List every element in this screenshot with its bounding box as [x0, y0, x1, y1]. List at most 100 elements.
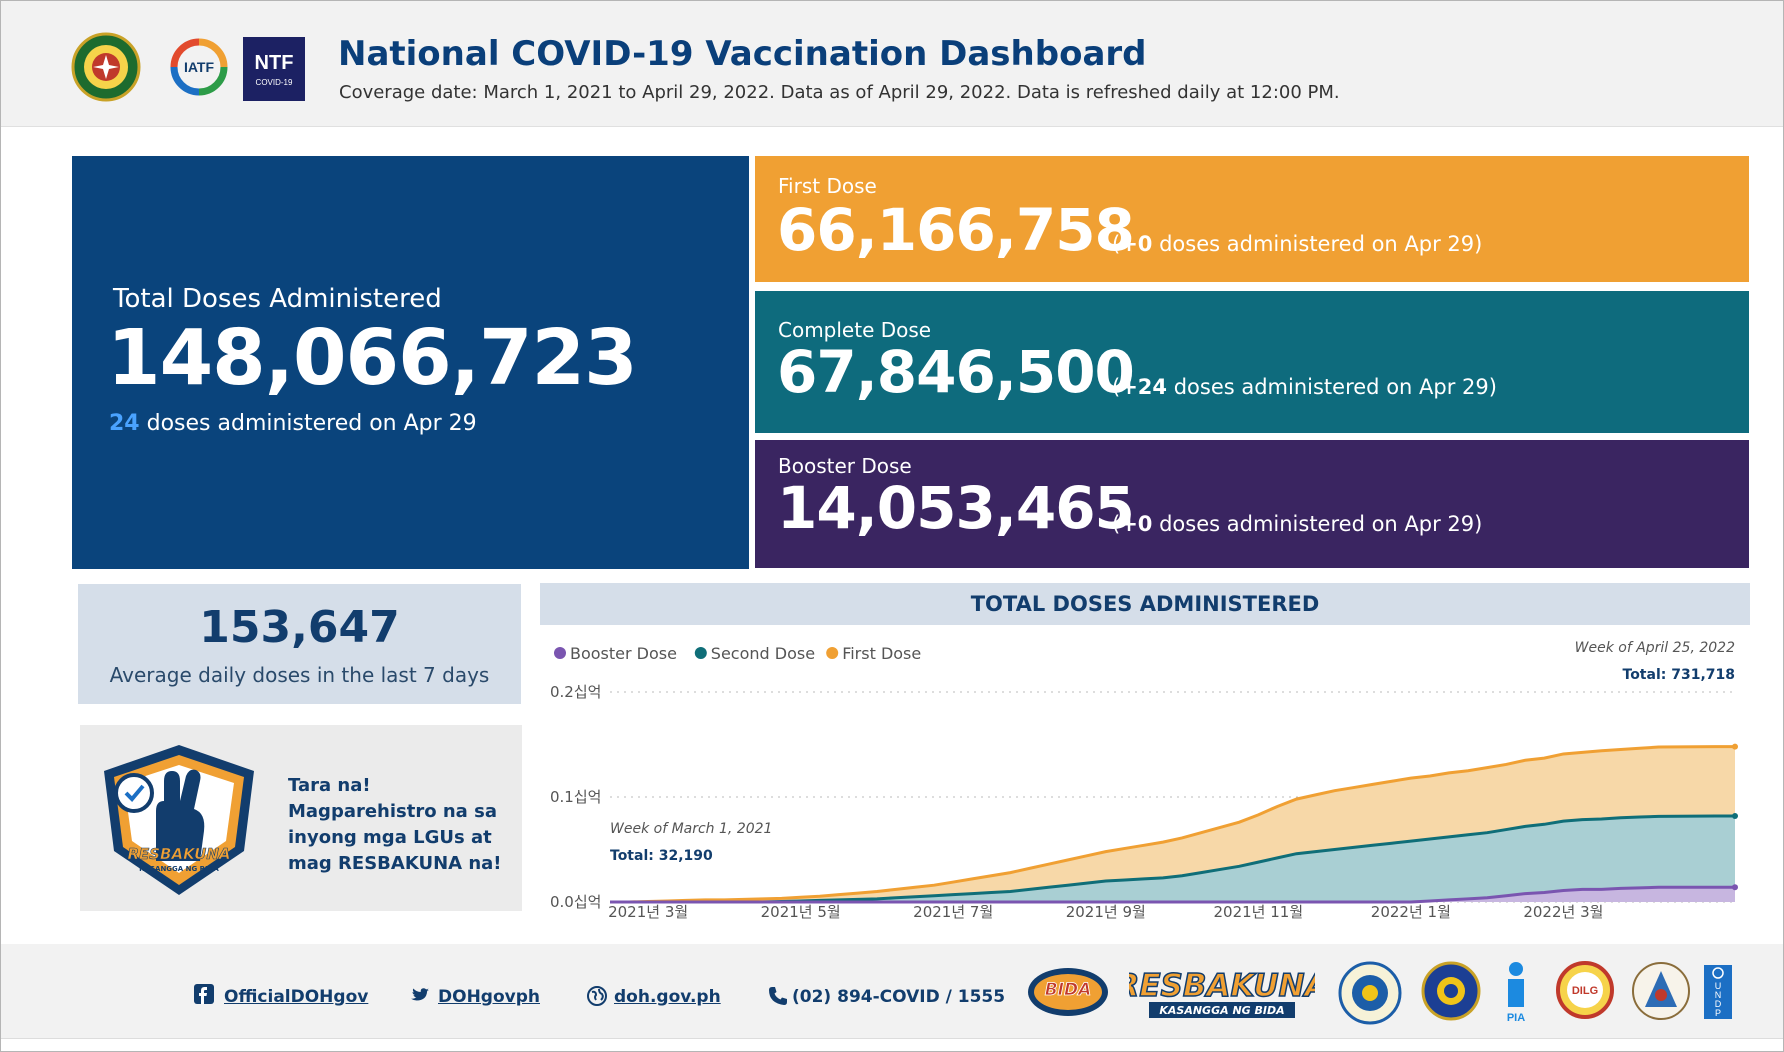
chart-svg: 0.0십억 0.1십억 0.2십억 2021년 3월 2021년 5월 2021년 7월 2… — [550, 640, 1738, 921]
complete-dose-note: (+24 doses administered on Apr 29) — [1112, 375, 1497, 399]
resbakuna-promo: RESBAKUNA KASANGGA NG BIDA Tara na! Magp… — [80, 725, 522, 911]
page-title: National COVID-19 Vaccination Dashboard — [338, 34, 1147, 74]
second-dose-endpoint — [1732, 813, 1738, 820]
first-dose-card: First Dose 66,166,758 (+0 doses administ… — [755, 156, 1749, 282]
ntf-logo-icon: NTF COVID-19 — [243, 37, 305, 101]
dilg-seal-icon: DILG — [1556, 961, 1614, 1019]
first-dose-line — [610, 745, 1735, 904]
facebook-icon — [194, 984, 214, 1004]
first-dose-endpoint — [1732, 743, 1738, 750]
complete-dose-delta: +24 — [1120, 375, 1168, 399]
average-daily-label: Average daily doses in the last 7 days — [109, 663, 490, 687]
iatf-logo-text: IATF — [184, 59, 215, 75]
booster-dose-value: 14,053,465 — [777, 474, 1135, 542]
badge-sub: KASANGGA NG BIDA — [139, 865, 219, 873]
first-dose-value: 66,166,758 — [777, 196, 1135, 264]
resbakuna-footer-text: RESBAKUNA — [1129, 968, 1315, 1004]
x-tick-label: 2021년 7월 — [913, 903, 993, 921]
total-today-text: doses administered on Apr 29 — [139, 411, 477, 436]
undp-letter: D — [1715, 999, 1722, 1009]
booster-dose-card: Booster Dose 14,053,465 (+0 doses admini… — [755, 440, 1749, 568]
booster-dose-note: (+0 doses administered on Apr 29) — [1112, 512, 1482, 536]
undp-letter: P — [1715, 1008, 1721, 1018]
resbakuna-badge-icon: RESBAKUNA KASANGGA NG BIDA — [104, 745, 254, 895]
total-doses-card: Total Doses Administered 148,066,723 24 … — [72, 156, 749, 569]
legend-marker — [554, 647, 566, 659]
x-tick-label: 2021년 3월 — [608, 903, 688, 921]
badge-text: RESBAKUNA — [127, 845, 230, 863]
annotation-end-label: Week of April 25, 2022 — [1575, 640, 1735, 656]
booster-dose-endpoint — [1732, 884, 1738, 891]
annotation-end-total: Total: 731,718 — [1623, 667, 1736, 683]
note-prefix: ( — [1112, 512, 1121, 536]
total-doses-label: Total Doses Administered — [113, 284, 442, 314]
annotation-start-total: Total: 32,190 — [610, 848, 713, 864]
note-suffix: doses administered on Apr 29) — [1152, 232, 1483, 256]
ntf-seal-icon — [1632, 962, 1690, 1020]
total-doses-today: 24 doses administered on Apr 29 — [109, 411, 477, 436]
annotation-start-label: Week of March 1, 2021 — [610, 821, 772, 837]
booster-dose-delta: +0 — [1120, 512, 1153, 536]
x-tick-label: 2021년 11월 — [1213, 903, 1303, 921]
first-dose-label: First Dose — [778, 174, 877, 198]
average-daily-value: 153,647 — [199, 602, 400, 653]
twitter-icon — [411, 988, 429, 1001]
booster-dose-label: Booster Dose — [778, 454, 912, 478]
dict-seal-icon — [1421, 961, 1481, 1021]
legend-label: Booster Dose — [570, 644, 677, 663]
legend-label: Second Dose — [711, 644, 815, 663]
legend-marker — [694, 647, 707, 659]
website-link[interactable]: doh.gov.ph — [614, 987, 721, 1007]
undp-letter: U — [1715, 981, 1722, 991]
legend-marker — [826, 647, 839, 659]
resbakuna-footer-logo-icon: RESBAKUNA KASANGGA NG BIDA — [1129, 967, 1315, 1018]
complete-dose-card: Complete Dose 67,846,500 (+24 doses admi… — [755, 291, 1749, 433]
coverage-subtitle: Coverage date: March 1, 2021 to April 29… — [339, 82, 1340, 103]
pia-logo-icon: PIA — [1507, 962, 1525, 1023]
y-tick-label: 0.1십억 — [550, 788, 601, 806]
complete-dose-label: Complete Dose — [778, 318, 932, 342]
total-doses-value: 148,066,723 — [107, 314, 638, 403]
twitter-link[interactable]: DOHgovph — [438, 987, 540, 1007]
header: IATF NTF COVID-19 National COVID-19 Vacc… — [1, 1, 1783, 127]
x-tick-label: 2022년 1월 — [1371, 903, 1451, 921]
first-dose-area — [610, 746, 1735, 902]
booster-dose-line — [610, 885, 1735, 904]
total-today-count: 24 — [109, 411, 140, 436]
note-prefix: ( — [1112, 232, 1121, 256]
facebook-link[interactable]: OfficialDOHgov — [224, 987, 369, 1007]
x-tick-label: 2021년 5월 — [761, 903, 841, 921]
globe-icon — [587, 986, 607, 1006]
legend-label: First Dose — [842, 644, 921, 663]
undp-logo-icon: U N D P — [1704, 965, 1732, 1019]
note-suffix: doses administered on Apr 29) — [1167, 375, 1497, 399]
undp-letter: N — [1715, 990, 1722, 1000]
dilg-logo-text: DILG — [1572, 985, 1598, 997]
pia-logo-text: PIA — [1507, 1012, 1525, 1023]
pcoo-seal-icon — [1338, 961, 1402, 1025]
promo-text: Tara na! Magparehistro na sa inyong mga … — [288, 775, 502, 874]
y-tick-label: 0.2십억 — [550, 683, 601, 701]
page-tab-bar — [1, 1038, 1783, 1051]
y-tick-label: 0.0십억 — [550, 893, 601, 911]
ntf-logo-text: NTF — [255, 52, 294, 74]
x-tick-label: 2022년 3월 — [1523, 903, 1603, 921]
ntf-logo-sub: COVID-19 — [256, 78, 293, 87]
chart-title: TOTAL DOSES ADMINISTERED — [540, 583, 1750, 625]
doses-area-chart: 0.0십억 0.1십억 0.2십억 2021년 3월 2021년 5월 2021년 7월 2… — [540, 630, 1750, 930]
resbakuna-footer-sub: KASANGGA NG BIDA — [1159, 1004, 1284, 1017]
note-suffix: doses administered on Apr 29) — [1152, 512, 1483, 536]
hotline-text: (02) 894-COVID / 1555 — [792, 987, 1006, 1007]
bida-solusyon-logo-icon: BIDA — [1028, 968, 1108, 1016]
first-dose-delta: +0 — [1120, 232, 1153, 256]
footer: OfficialDOHgov DOHgovph doh.gov.ph (02) … — [1, 944, 1783, 1038]
average-daily-card: 153,647 Average daily doses in the last … — [78, 584, 521, 704]
x-tick-label: 2021년 9월 — [1066, 903, 1146, 921]
complete-dose-value: 67,846,500 — [777, 338, 1135, 406]
bida-logo-text: BIDA — [1045, 980, 1092, 1000]
iatf-logo-icon: IATF — [170, 38, 228, 96]
doh-seal-icon — [71, 32, 141, 102]
note-prefix: ( — [1112, 375, 1121, 399]
phone-icon — [769, 987, 787, 1005]
first-dose-note: (+0 doses administered on Apr 29) — [1112, 232, 1482, 256]
